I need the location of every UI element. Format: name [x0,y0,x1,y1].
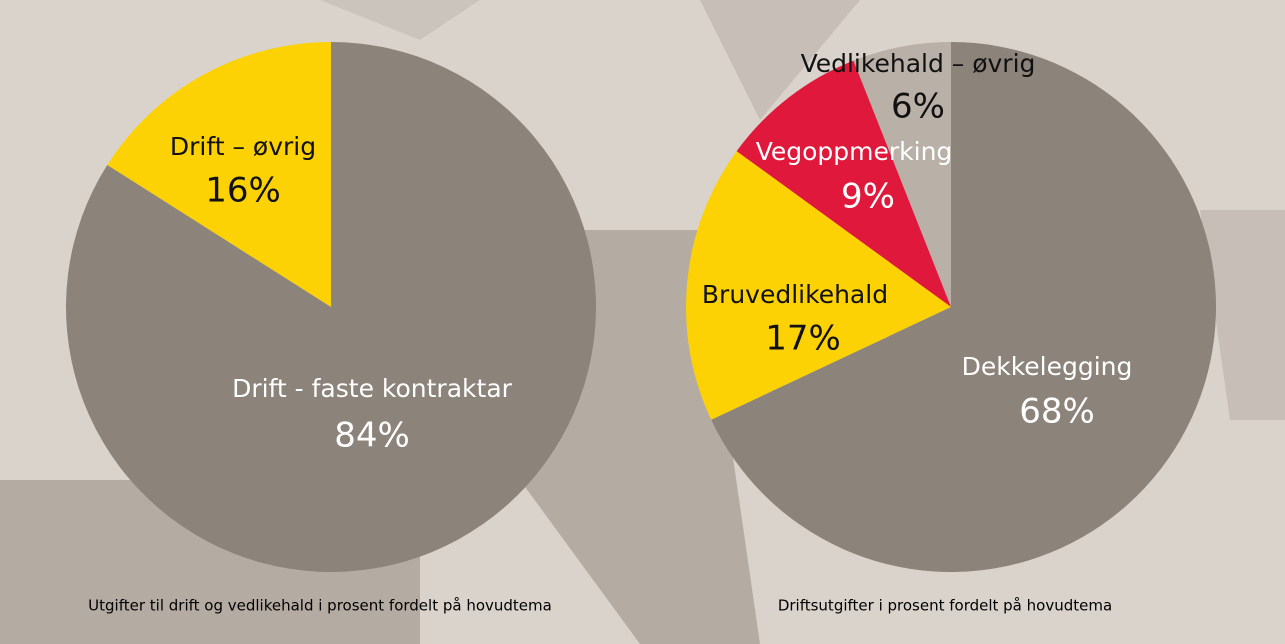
pie-slice [66,42,597,573]
pie-slice [853,42,951,307]
background-shape [320,0,480,40]
slice-value-label: 17% [765,319,841,359]
slice-label: Vedlikehald – øvrig [801,49,1036,78]
background-shape [700,0,860,120]
chart-caption: Utgifter til drift og vedlikehald i pros… [88,597,552,615]
slice-label: Vegoppmerking [756,137,953,166]
pie-slice [686,151,951,420]
slice-value-label: 16% [205,171,281,211]
slice-value-label: 84% [334,416,410,456]
slice-label: Drift - faste kontraktar [232,374,513,403]
pie-slice [736,60,951,308]
slice-label: Drift – øvrig [170,132,316,161]
slice-label: Bruvedlikehald [702,280,888,309]
chart-caption: Driftsutgifter i prosent fordelt på hovu… [778,597,1112,615]
pie-slice [107,42,331,307]
pie-slice [711,42,1216,572]
slice-label: Dekkelegging [962,352,1133,381]
slice-value-label: 68% [1019,392,1095,432]
background-shape [1200,210,1285,420]
slice-value-label: 6% [891,87,945,127]
slice-value-label: 9% [841,177,895,217]
